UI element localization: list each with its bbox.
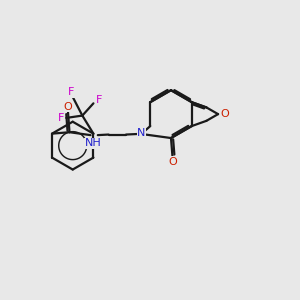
- Text: NH: NH: [85, 138, 101, 148]
- Text: F: F: [95, 95, 102, 105]
- Text: O: O: [169, 157, 177, 167]
- Text: O: O: [221, 109, 230, 119]
- Text: F: F: [68, 87, 74, 97]
- Text: N: N: [137, 128, 146, 138]
- Text: O: O: [64, 101, 72, 112]
- Text: F: F: [58, 113, 64, 123]
